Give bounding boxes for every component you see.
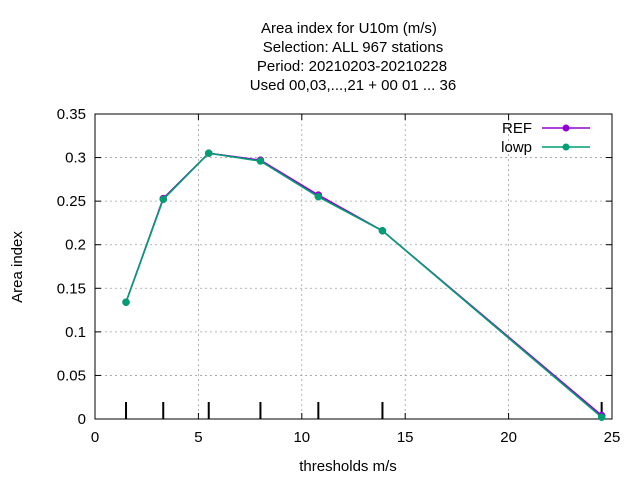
legend-label-lowp: lowp [501, 139, 532, 156]
title-line-2: Selection: ALL 967 stations [263, 39, 443, 56]
x-tick-label: 0 [91, 429, 99, 446]
y-tick-label: 0.2 [65, 237, 86, 254]
y-tick-label: 0.25 [57, 193, 86, 210]
y-tick-label: 0.35 [57, 106, 86, 123]
y-tick-label: 0 [78, 411, 86, 428]
y-tick-label: 0.3 [65, 150, 86, 167]
legend-marker-ref [562, 124, 570, 132]
x-tick-label: 25 [604, 429, 621, 446]
data-point-lowp [256, 157, 265, 165]
x-tick-label: 5 [194, 429, 202, 446]
x-tick-label: 15 [397, 429, 414, 446]
legend-label-ref: REF [502, 120, 532, 137]
plot-frame [94, 113, 613, 420]
title-line-4: Used 00,03,...,21 + 00 01 ... 36 [250, 77, 456, 94]
x-axis-label: thresholds m/s [299, 458, 397, 475]
data-point-lowp [122, 298, 130, 306]
series-group [122, 149, 606, 422]
y-axis-label: Area index [9, 231, 26, 303]
data-point-lowp [378, 227, 387, 235]
tick-labels: 0 5 10 15 20 25 0 0.05 0.1 0.15 0.2 0.25 0.3 0.35 [57, 106, 621, 446]
legend-marker-lowp [562, 143, 570, 151]
series-line-lowp [125, 152, 603, 418]
x-tick-label: 20 [500, 429, 517, 446]
legend: REF lowp [501, 120, 590, 156]
data-point-lowp [159, 195, 167, 204]
y-tick-label: 0.05 [57, 367, 86, 384]
title-line-3: Period: 20210203-20210228 [257, 58, 447, 75]
x-tick-label: 10 [293, 429, 310, 446]
y-tick-label: 0.1 [65, 324, 86, 341]
series-line-ref [125, 152, 603, 417]
axes [94, 113, 613, 420]
y-tick-label: 0.15 [57, 280, 86, 297]
title-line-1: Area index for U10m (m/s) [261, 20, 437, 37]
chart-title: Area index for U10m (m/s) Selection: ALL… [250, 20, 456, 94]
threshold-marks [125, 402, 603, 419]
data-point-lowp [314, 193, 323, 201]
grid [95, 114, 612, 419]
data-point-lowp [597, 413, 606, 422]
data-point-lowp [204, 149, 213, 157]
